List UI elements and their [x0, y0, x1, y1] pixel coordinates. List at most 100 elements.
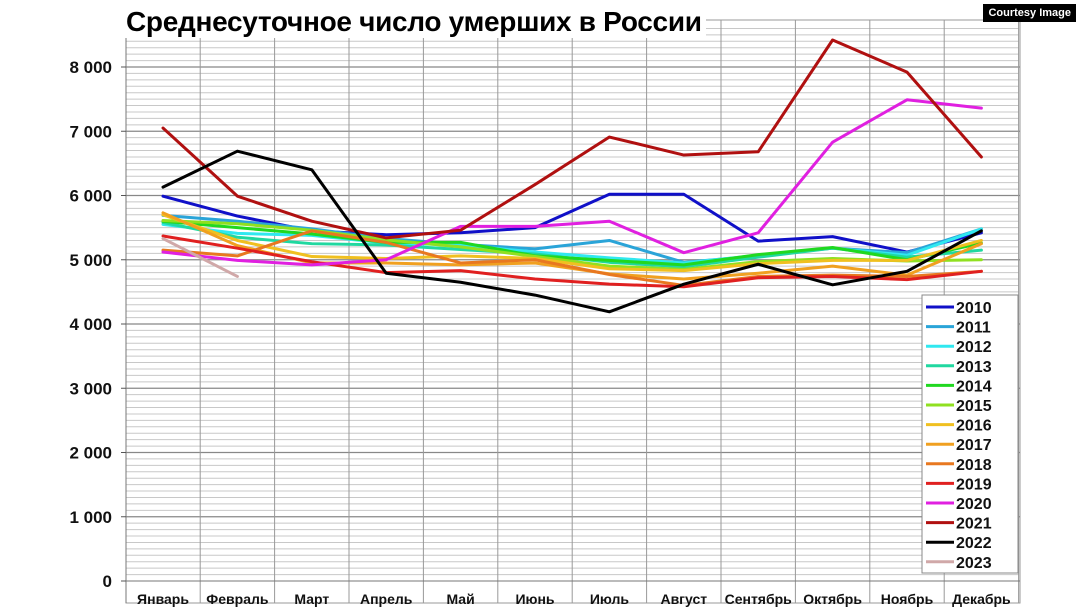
data-point-2014 [831, 246, 834, 249]
legend-label-2011: 2011 [956, 320, 991, 337]
data-point-2016 [980, 239, 983, 242]
data-point-2018 [385, 241, 388, 244]
legend-box [921, 294, 1019, 574]
x-tick-label: Июль [590, 591, 630, 607]
data-point-2013 [905, 255, 909, 259]
data-point-2021 [682, 153, 685, 157]
legend-label-2020: 2020 [956, 496, 992, 513]
data-point-2019 [608, 282, 611, 286]
y-tick-label: 4 000 [69, 315, 112, 334]
x-tick-label: Март [294, 591, 329, 607]
data-point-2020 [533, 225, 537, 228]
data-point-2016 [236, 239, 239, 242]
data-point-2017 [831, 264, 834, 268]
y-tick-label: 7 000 [69, 122, 112, 141]
data-point-2013 [757, 255, 760, 259]
x-tick-label: Февраль [206, 591, 269, 607]
data-point-2010 [236, 214, 239, 218]
data-point-2011 [905, 251, 909, 254]
x-tick-label: Декабрь [952, 591, 1011, 607]
data-point-2022 [682, 282, 685, 286]
legend-label-2021: 2021 [956, 516, 992, 533]
data-point-2017 [682, 277, 685, 281]
data-point-2014 [459, 241, 462, 244]
y-tick-label: 8 000 [69, 58, 112, 77]
data-point-2022 [310, 168, 313, 171]
data-point-2019 [831, 275, 834, 278]
legend-label-2015: 2015 [956, 398, 992, 415]
x-tick-label: Ноябрь [881, 591, 934, 607]
data-point-2013 [236, 236, 239, 239]
data-point-2022 [757, 263, 760, 266]
data-point-2018 [905, 275, 909, 278]
x-tick-label: Октябрь [803, 591, 862, 607]
series-line-2018 [161, 229, 983, 287]
data-point-2016 [459, 254, 462, 258]
data-point-2020 [980, 106, 983, 110]
data-point-2018 [459, 261, 462, 265]
data-point-2017 [236, 244, 239, 247]
data-point-2023 [161, 237, 165, 240]
x-tick-label: Сентябрь [725, 591, 793, 607]
data-point-2022 [608, 310, 611, 313]
x-tick-label: Июнь [515, 591, 554, 607]
data-point-2021 [905, 70, 909, 74]
x-tick-label: Август [660, 591, 707, 607]
data-point-2019 [459, 269, 462, 272]
data-point-2020 [608, 220, 611, 223]
data-point-2021 [459, 228, 462, 232]
data-point-2016 [608, 267, 611, 270]
legend-label-2010: 2010 [956, 300, 992, 317]
legend-label-2014: 2014 [956, 378, 992, 395]
data-point-2019 [161, 234, 165, 238]
data-point-2019 [905, 278, 909, 281]
legend-label-2013: 2013 [956, 359, 992, 376]
data-point-2016 [310, 255, 313, 258]
data-point-2017 [161, 211, 165, 215]
data-point-2020 [905, 98, 909, 101]
series-line-2023 [161, 237, 239, 278]
data-point-2015 [608, 264, 611, 268]
legend-label-2023: 2023 [956, 555, 992, 572]
data-point-2021 [831, 38, 834, 42]
data-point-2023 [236, 275, 239, 278]
data-point-2020 [161, 250, 165, 254]
legend-label-2012: 2012 [956, 339, 992, 356]
data-point-2010 [385, 233, 388, 236]
data-point-2012 [236, 232, 239, 235]
data-point-2021 [385, 236, 388, 240]
legend-label-2016: 2016 [956, 418, 992, 435]
data-point-2020 [459, 225, 462, 228]
data-point-2022 [385, 272, 388, 275]
data-point-2020 [310, 263, 313, 267]
data-point-2017 [533, 261, 537, 265]
data-point-2013 [980, 248, 983, 252]
data-point-2021 [757, 150, 760, 154]
data-point-2021 [608, 135, 611, 139]
data-point-2021 [161, 126, 165, 130]
data-point-2020 [236, 259, 239, 262]
data-point-2019 [682, 285, 685, 288]
data-point-2017 [385, 261, 388, 265]
data-point-2019 [533, 277, 537, 281]
courtesy-badge: Courtesy Image [983, 4, 1076, 22]
data-point-2019 [757, 276, 760, 279]
data-point-2016 [682, 269, 685, 272]
data-point-2019 [980, 270, 983, 273]
data-point-2010 [682, 193, 685, 196]
data-point-2013 [459, 248, 462, 251]
data-point-2018 [533, 258, 537, 261]
data-point-2010 [161, 194, 165, 198]
data-point-2012 [608, 256, 611, 260]
series-line-2022 [161, 149, 983, 314]
x-tick-label: Январь [137, 591, 189, 607]
data-point-2020 [757, 231, 760, 234]
legend-label-2019: 2019 [956, 476, 992, 493]
legend: 2010 2011 2012 2013 2014 2015 2016 2017 2018 2019… [921, 294, 1019, 574]
data-point-2011 [533, 247, 537, 251]
data-point-2010 [831, 235, 834, 238]
data-point-2021 [236, 194, 239, 198]
x-tick-label: Апрель [360, 591, 413, 607]
